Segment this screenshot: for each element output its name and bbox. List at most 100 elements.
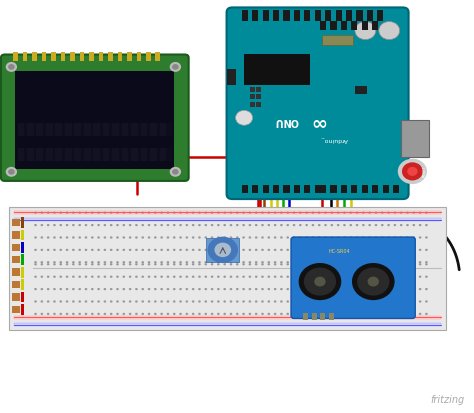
Circle shape	[349, 261, 352, 263]
Circle shape	[141, 300, 144, 303]
Circle shape	[97, 236, 100, 239]
Circle shape	[91, 236, 93, 239]
Circle shape	[85, 288, 87, 290]
Bar	[341, 185, 347, 193]
Circle shape	[148, 211, 150, 214]
Circle shape	[356, 261, 358, 263]
Circle shape	[318, 300, 320, 303]
Circle shape	[330, 261, 333, 263]
Bar	[320, 185, 326, 193]
Bar	[294, 185, 300, 193]
Circle shape	[412, 211, 415, 214]
Circle shape	[34, 224, 37, 226]
Circle shape	[78, 263, 81, 266]
Circle shape	[91, 288, 93, 290]
Circle shape	[330, 275, 333, 278]
Circle shape	[280, 300, 283, 303]
Circle shape	[324, 249, 327, 251]
Circle shape	[406, 300, 409, 303]
Circle shape	[91, 263, 93, 266]
Circle shape	[305, 275, 308, 278]
Circle shape	[419, 288, 421, 290]
Circle shape	[419, 263, 421, 266]
Circle shape	[292, 313, 295, 315]
Circle shape	[412, 288, 415, 290]
Circle shape	[78, 249, 81, 251]
Circle shape	[78, 288, 81, 290]
Bar	[252, 185, 258, 193]
Circle shape	[248, 263, 251, 266]
Circle shape	[242, 288, 245, 290]
Circle shape	[103, 313, 106, 315]
Bar	[322, 35, 353, 45]
Circle shape	[374, 211, 377, 214]
Circle shape	[6, 62, 17, 72]
Circle shape	[223, 224, 226, 226]
Circle shape	[173, 261, 175, 263]
Circle shape	[59, 261, 62, 263]
Circle shape	[419, 275, 421, 278]
Circle shape	[72, 261, 75, 263]
Circle shape	[292, 224, 295, 226]
Bar	[51, 52, 56, 61]
Circle shape	[368, 263, 371, 266]
Bar	[330, 21, 337, 30]
Circle shape	[368, 236, 371, 239]
Circle shape	[47, 249, 49, 251]
Circle shape	[34, 288, 37, 290]
Circle shape	[78, 211, 81, 214]
Circle shape	[337, 249, 339, 251]
Circle shape	[173, 300, 175, 303]
Circle shape	[110, 224, 112, 226]
Circle shape	[53, 288, 56, 290]
Circle shape	[53, 275, 56, 278]
Circle shape	[330, 249, 333, 251]
Bar	[250, 95, 255, 100]
Circle shape	[229, 261, 232, 263]
Bar	[304, 10, 310, 21]
Circle shape	[387, 288, 390, 290]
Circle shape	[393, 300, 396, 303]
Circle shape	[406, 249, 409, 251]
Circle shape	[160, 211, 163, 214]
Circle shape	[337, 300, 339, 303]
Bar	[244, 54, 310, 85]
Circle shape	[211, 313, 213, 315]
Circle shape	[261, 249, 264, 251]
Circle shape	[324, 275, 327, 278]
Circle shape	[280, 263, 283, 266]
Circle shape	[267, 263, 270, 266]
Circle shape	[47, 236, 49, 239]
Circle shape	[381, 236, 383, 239]
Circle shape	[349, 300, 352, 303]
Circle shape	[356, 249, 358, 251]
Circle shape	[160, 300, 163, 303]
Circle shape	[368, 288, 371, 290]
Circle shape	[135, 313, 138, 315]
Circle shape	[110, 236, 112, 239]
Circle shape	[419, 224, 421, 226]
Circle shape	[72, 211, 75, 214]
Circle shape	[374, 300, 377, 303]
FancyBboxPatch shape	[1, 55, 189, 181]
Circle shape	[40, 263, 43, 266]
Circle shape	[330, 300, 333, 303]
Circle shape	[406, 224, 409, 226]
Circle shape	[305, 236, 308, 239]
Circle shape	[166, 313, 169, 315]
Circle shape	[381, 275, 383, 278]
Circle shape	[311, 211, 314, 214]
Circle shape	[274, 249, 276, 251]
Bar	[9, 206, 446, 330]
Circle shape	[267, 261, 270, 263]
Circle shape	[255, 249, 257, 251]
Text: Arduino_: Arduino_	[321, 137, 348, 142]
Circle shape	[204, 224, 207, 226]
Circle shape	[374, 249, 377, 251]
Circle shape	[110, 275, 112, 278]
Circle shape	[103, 288, 106, 290]
Circle shape	[356, 313, 358, 315]
Circle shape	[381, 211, 383, 214]
Circle shape	[211, 249, 213, 251]
Circle shape	[53, 249, 56, 251]
